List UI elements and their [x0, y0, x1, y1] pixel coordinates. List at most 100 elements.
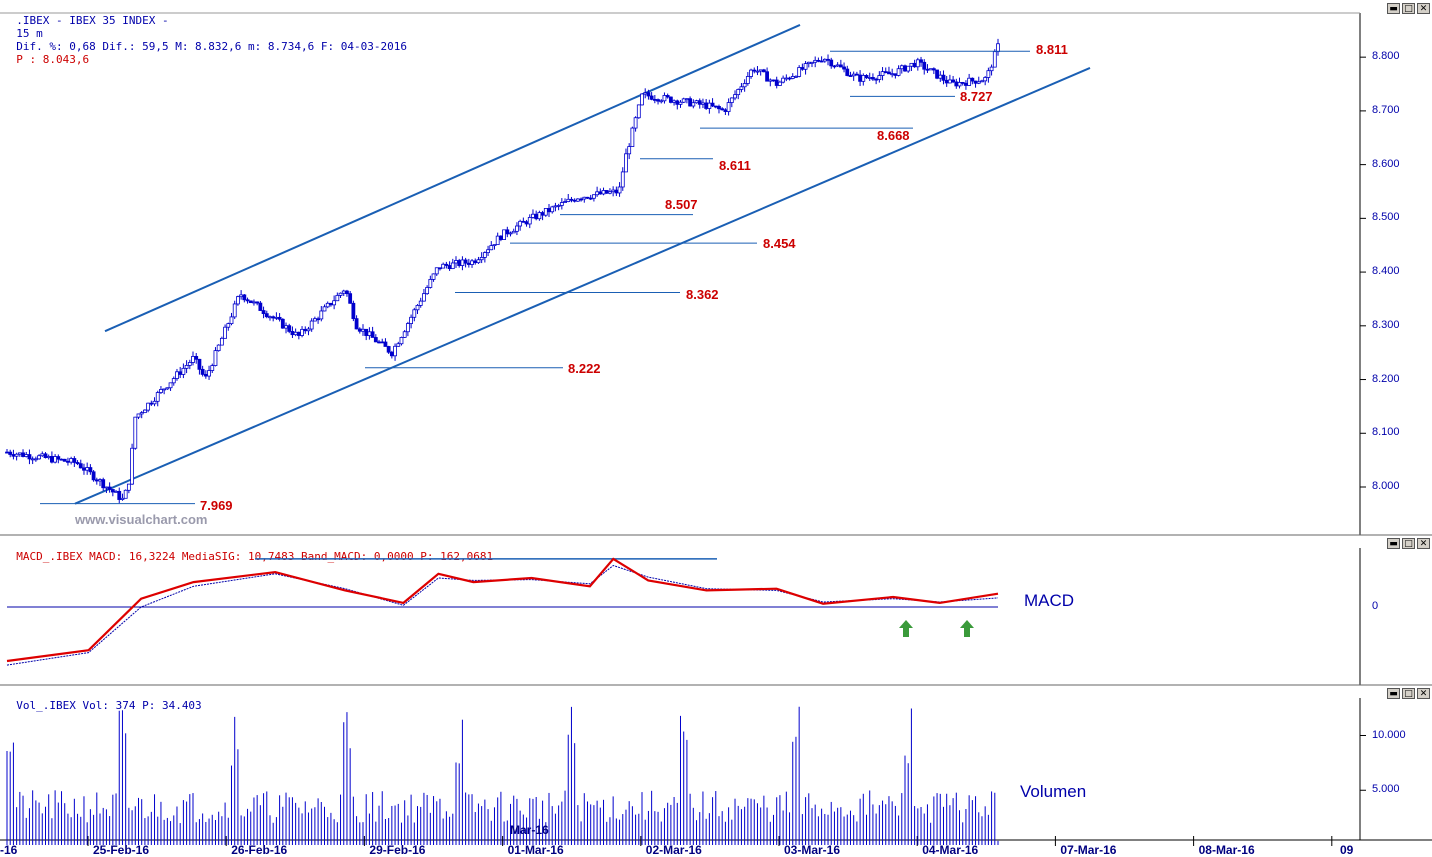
minimize-icon[interactable]: ▬ — [1387, 3, 1400, 14]
candle-body — [62, 458, 67, 462]
macd-stats: MACD_.IBEX MACD: 16,3224 MediaSIG: 10,74… — [16, 550, 494, 563]
restore-icon[interactable]: □ — [1402, 688, 1415, 699]
candle-body — [284, 325, 288, 329]
candle-body — [258, 302, 263, 311]
candle-body — [688, 98, 693, 107]
candle-body — [136, 413, 141, 418]
candle-body — [405, 323, 410, 333]
candle-body — [335, 294, 340, 302]
candle-body — [668, 96, 673, 103]
candle-body — [723, 109, 728, 112]
channel-lower-line — [74, 66, 1091, 505]
candle-body — [800, 67, 805, 70]
candle-body — [325, 302, 330, 308]
candle-body — [370, 331, 375, 338]
candle-body — [951, 79, 956, 83]
candle-body — [82, 467, 86, 471]
candle-body — [332, 300, 337, 306]
candle-body — [524, 221, 529, 225]
candle-body — [168, 382, 173, 389]
candle-body — [842, 66, 846, 70]
candle-body — [498, 235, 503, 240]
close-icon[interactable]: ✕ — [1417, 3, 1430, 14]
candle-body — [75, 462, 80, 465]
candle-body — [608, 191, 612, 194]
candle-body — [511, 230, 516, 234]
candle-body — [575, 198, 580, 202]
candle-body — [537, 212, 542, 220]
candle-body — [56, 456, 61, 460]
candle-body — [213, 350, 218, 366]
level-label: 8.811 — [1036, 42, 1068, 57]
candle-body — [441, 263, 446, 269]
close-icon[interactable]: ✕ — [1417, 688, 1430, 699]
price-tick-label: 8.800 — [1372, 50, 1400, 63]
candle-body — [858, 74, 862, 82]
volume-window-controls: ▬ □ ✕ — [1387, 688, 1430, 699]
candle-body — [656, 99, 660, 102]
candle-body — [758, 69, 763, 72]
level-label: 8.507 — [665, 197, 698, 212]
candle-body — [665, 95, 670, 98]
candle-body — [489, 245, 494, 251]
price-p-label: P : 8.043,6 — [16, 53, 90, 66]
candle-body — [444, 263, 449, 266]
candle-body — [431, 273, 436, 280]
candle-body — [219, 337, 224, 346]
candle-body — [422, 293, 426, 302]
candle-body — [287, 325, 292, 332]
candle-body — [245, 299, 250, 302]
candle-body — [255, 301, 260, 304]
candle-body — [662, 95, 667, 102]
candle-body — [986, 70, 991, 78]
candle-body — [784, 77, 789, 80]
candle-body — [887, 71, 891, 75]
candle-body — [460, 259, 465, 266]
minimize-icon[interactable]: ▬ — [1387, 688, 1400, 699]
candle-body — [492, 244, 497, 247]
candle-body — [242, 294, 247, 301]
candle-body — [17, 452, 22, 455]
candle-body — [787, 77, 792, 80]
candle-body — [710, 102, 715, 107]
candle-body — [232, 303, 237, 318]
candle-body — [983, 77, 988, 82]
candle-body — [925, 68, 930, 71]
candle-body — [434, 267, 439, 275]
price-tick-label: 8.000 — [1372, 480, 1400, 492]
candle-body — [200, 368, 205, 375]
candle-body — [726, 102, 731, 112]
candle-body — [649, 95, 654, 100]
date-tick-label: 26-Feb-16 — [231, 843, 288, 857]
candle-body — [463, 259, 468, 264]
candle-body — [736, 89, 741, 96]
interval-label: 15 m — [16, 27, 43, 40]
candle-body — [175, 371, 179, 379]
candle-body — [415, 305, 420, 311]
candle-body — [479, 257, 484, 261]
minimize-icon[interactable]: ▬ — [1387, 538, 1400, 549]
candle-body — [162, 388, 167, 391]
candle-body — [123, 489, 128, 499]
candle-body — [8, 451, 13, 455]
candle-body — [636, 104, 641, 119]
candle-body — [996, 43, 1000, 53]
candle-body — [373, 337, 378, 343]
candle-body — [967, 77, 972, 86]
restore-icon[interactable]: □ — [1402, 538, 1415, 549]
volume-tick-label: 5.000 — [1372, 783, 1400, 796]
candle-body — [745, 76, 750, 84]
restore-icon[interactable]: □ — [1402, 3, 1415, 14]
candle-body — [271, 316, 276, 319]
candle-body — [203, 373, 208, 377]
candle-body — [556, 205, 561, 207]
candle-body — [768, 79, 773, 82]
candle-body — [226, 323, 231, 328]
candle-body — [515, 225, 519, 232]
candle-body — [954, 81, 959, 87]
date-tick-label: 03-Mar-16 — [784, 843, 841, 857]
candle-body — [216, 344, 221, 352]
close-icon[interactable]: ✕ — [1417, 538, 1430, 549]
candle-body — [280, 318, 285, 329]
